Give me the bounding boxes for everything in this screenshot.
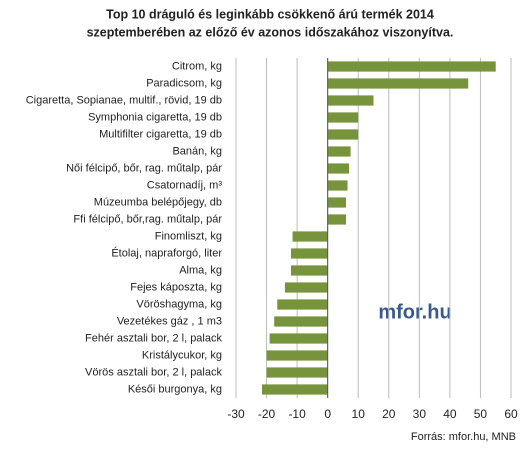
y-tick-label: Cigaretta, Sopianae, multif., rövid, 19 … [26, 94, 222, 106]
bar [291, 248, 328, 259]
x-tick-label: 50 [474, 407, 488, 421]
bar [291, 265, 328, 276]
y-tick-label: Fehér asztali bor, 2 l, palack [85, 332, 222, 344]
y-tick-label: Késői burgonya, kg [128, 383, 222, 395]
bar [327, 146, 351, 157]
y-tick-label: Étolaj, napraforgó, liter [111, 246, 222, 259]
y-tick-label: Ffi félcipő, bőr,rag. műtalp, pár [73, 213, 222, 225]
watermark: mfor.hu [378, 301, 451, 323]
y-tick-label: Vöröshagyma, kg [136, 298, 222, 310]
y-tick-label: Citrom, kg [172, 60, 222, 72]
bar [327, 95, 374, 106]
y-tick-label: Banán, kg [172, 145, 222, 157]
y-tick-label: Kristálycukor, kg [142, 349, 222, 361]
bar [327, 78, 469, 89]
y-tick-label: Multifilter cigaretta, 19 db [99, 128, 222, 140]
y-tick-label: Paradicsom, kg [146, 77, 222, 89]
x-tick-label: 30 [413, 407, 427, 421]
x-tick-label: -10 [288, 407, 306, 421]
y-tick-label: Női félcipő, bőr, rag. műtalp, pár [66, 162, 222, 174]
y-tick-label: Múzeumba belépőjegy, db [94, 196, 222, 208]
x-tick-label: 10 [352, 407, 366, 421]
bar [292, 231, 328, 242]
bar [277, 299, 328, 310]
x-tick-label: 20 [382, 407, 396, 421]
y-tick-label: Vörös asztali bor, 2 l, palack [85, 366, 222, 378]
source: Forrás: mfor.hu, MNB [411, 431, 516, 443]
x-tick-label: 60 [504, 407, 518, 421]
bar [266, 367, 328, 378]
x-tick-label: -20 [258, 407, 276, 421]
chart-title: Top 10 dráguló és leginkább csökkenő árú… [106, 7, 434, 21]
bar [261, 384, 328, 395]
y-tick-label: Symphonia cigaretta, 19 db [88, 111, 222, 123]
bar [327, 197, 346, 208]
x-tick-label: 0 [324, 407, 331, 421]
y-tick-label: Finomliszt, kg [155, 230, 222, 242]
x-tick-label: -30 [227, 407, 245, 421]
bar [274, 316, 328, 327]
y-tick-label: Csatornadíj, m³ [147, 179, 223, 191]
x-tick-label: 40 [443, 407, 457, 421]
bar [266, 350, 328, 361]
bar [284, 282, 328, 293]
y-tick-label: Alma, kg [179, 264, 222, 276]
y-tick-label: Fejes káposzta, kg [130, 281, 222, 293]
bar [327, 180, 348, 191]
chart-title: szeptemberében az előző év azonos idősza… [87, 25, 454, 39]
y-tick-label: Vezetékes gáz , 1 m3 [117, 315, 222, 327]
bar [327, 163, 350, 174]
bar [269, 333, 328, 344]
bar [327, 61, 496, 72]
bar [327, 112, 359, 123]
bar [327, 214, 346, 225]
bar [327, 129, 359, 140]
